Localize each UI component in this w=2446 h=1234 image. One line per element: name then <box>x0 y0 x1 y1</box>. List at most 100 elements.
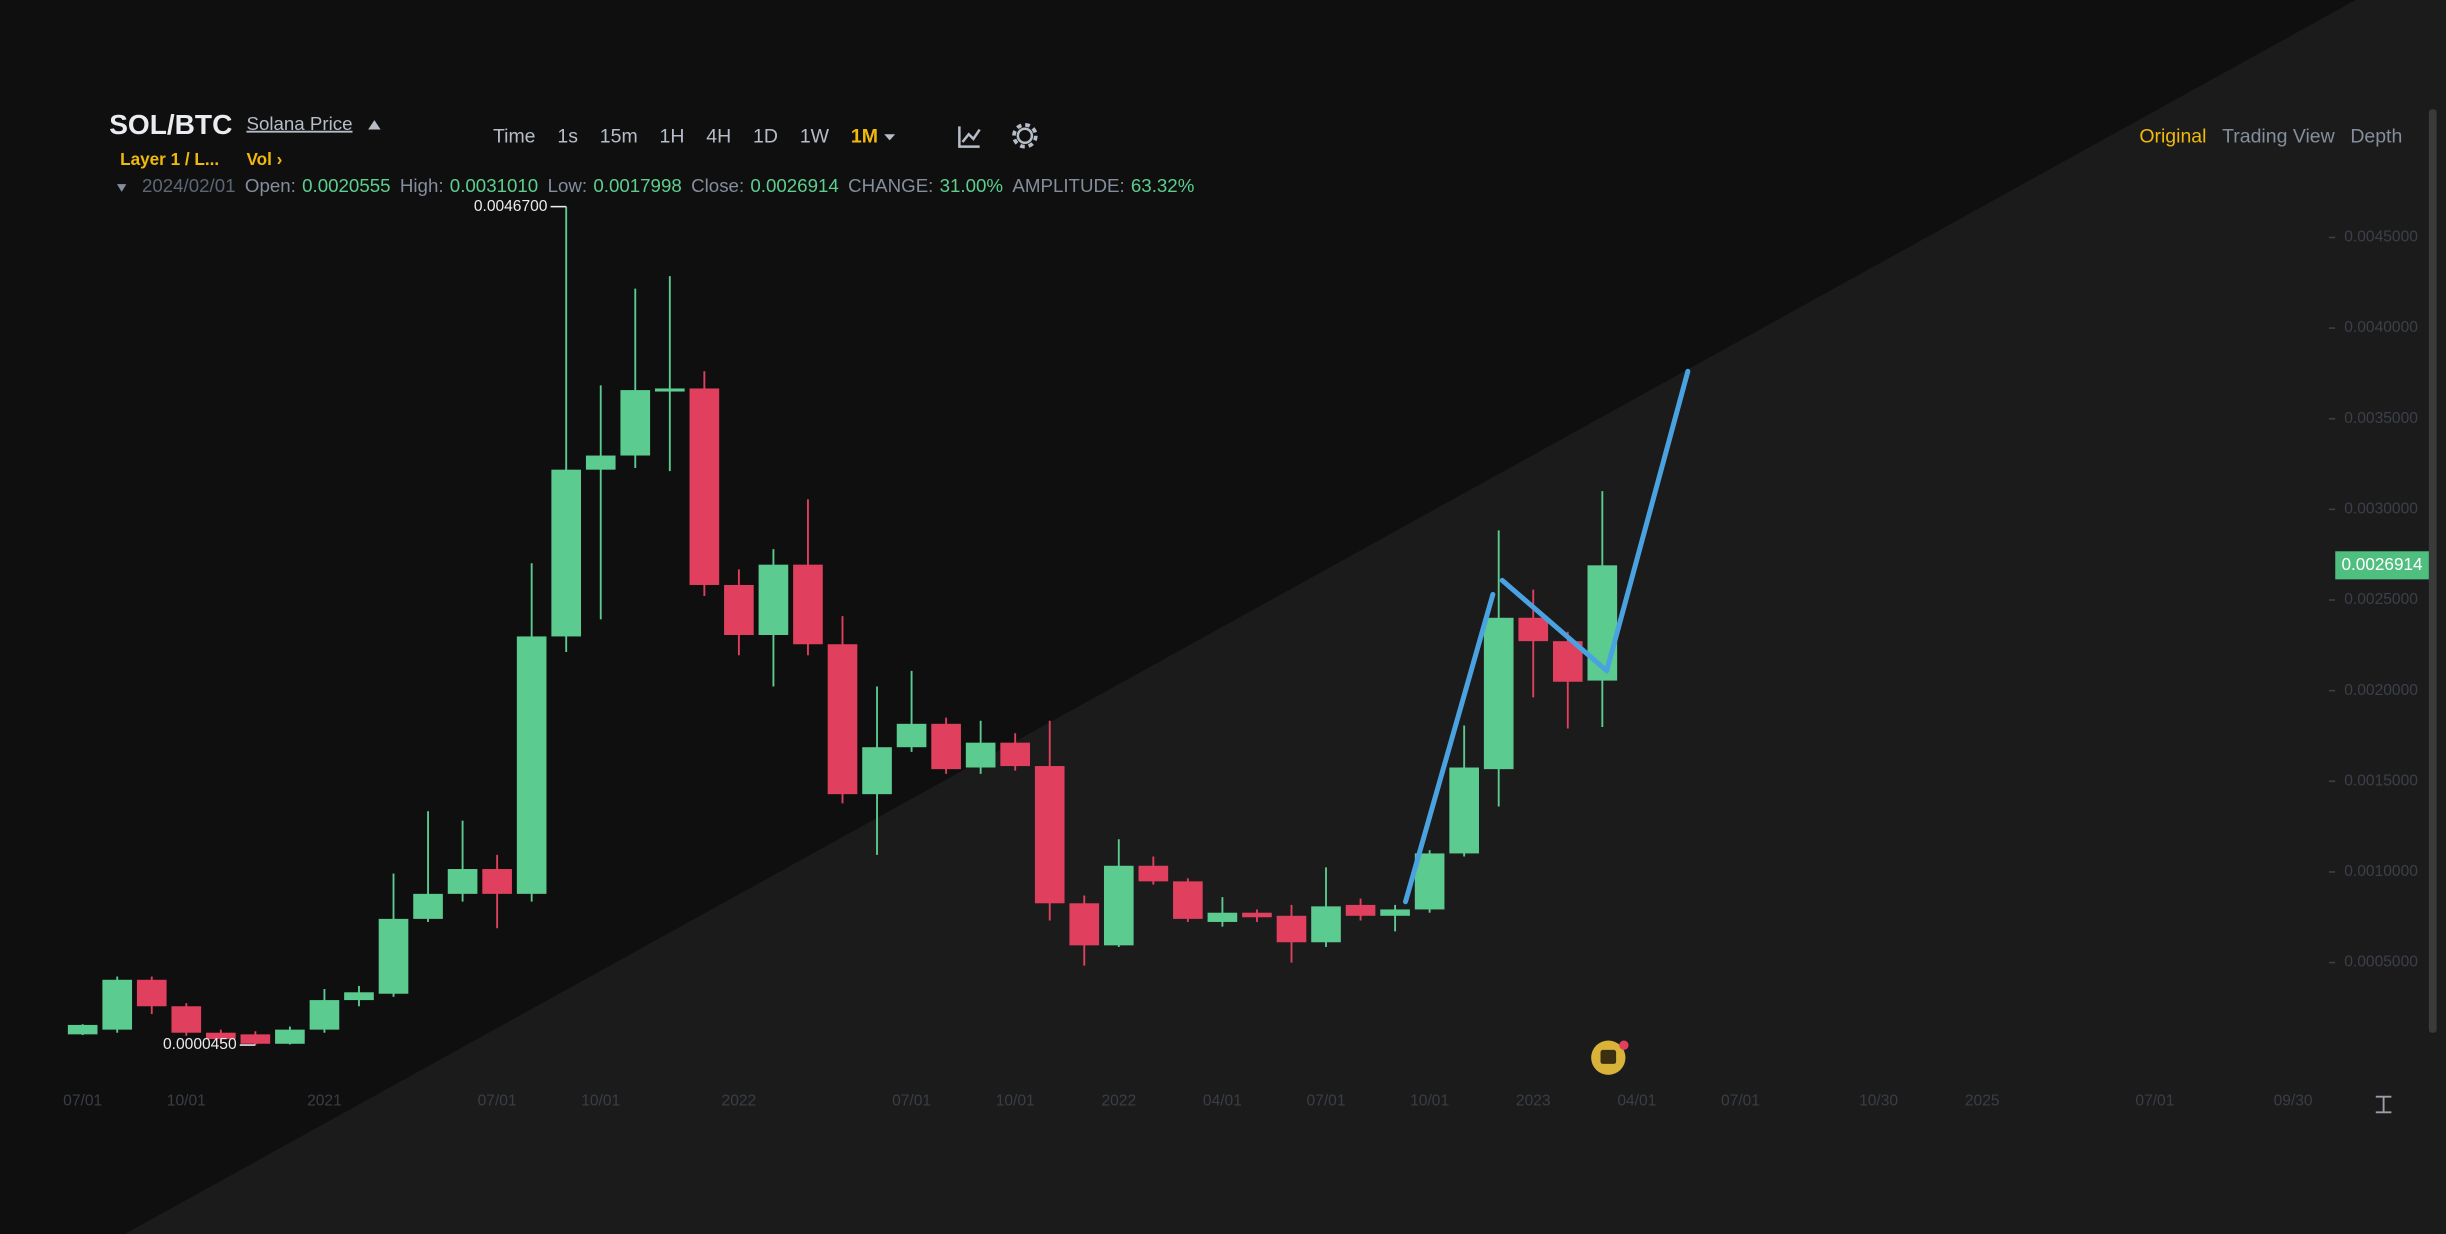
candle-body <box>862 747 892 795</box>
interval-button[interactable]: 1M <box>851 125 878 147</box>
settings-icon[interactable] <box>1016 127 1034 145</box>
x-tick-label: 04/01 <box>1203 1092 1242 1109</box>
candle-body <box>758 564 789 635</box>
tag[interactable]: Layer 1 / L... <box>120 149 219 169</box>
interval-button[interactable]: Time <box>493 125 536 147</box>
view-tab[interactable]: Depth <box>2350 125 2402 147</box>
candle-body <box>1034 766 1065 904</box>
candle-body <box>551 469 582 637</box>
candle-body <box>1345 904 1376 916</box>
last-price-tag <box>2335 551 2429 580</box>
candle-body <box>827 644 858 795</box>
candle-body <box>1518 617 1549 642</box>
x-tick-label: 10/01 <box>581 1092 620 1109</box>
info-value: 0.0026914 <box>750 175 838 196</box>
x-tick-label: 10/01 <box>167 1092 206 1109</box>
candle-body <box>482 869 512 894</box>
annotation-label: 0.0000450 <box>163 1036 237 1053</box>
candle-body <box>275 1029 305 1044</box>
info-label: High: <box>400 175 444 196</box>
y-tick-label: 0.0015000 <box>2344 772 2418 789</box>
y-tick-label: 0.0010000 <box>2344 863 2418 880</box>
pair-title: SOL/BTC <box>109 109 232 140</box>
trend-line <box>1499 368 1691 674</box>
x-tick-label: 07/01 <box>478 1092 517 1109</box>
event-badge <box>1619 1040 1629 1050</box>
collapse-icon[interactable] <box>368 120 381 130</box>
y-tick-label: 0.0035000 <box>2344 410 2418 427</box>
y-tick-label: 0.0025000 <box>2344 591 2418 608</box>
candle-body <box>1138 865 1169 882</box>
x-tick-label: 04/01 <box>1617 1092 1656 1109</box>
candle-body <box>171 1006 202 1033</box>
price-link[interactable]: Solana Price <box>246 113 352 134</box>
candle-body <box>240 1034 271 1044</box>
info-value: 0.0017998 <box>593 175 681 196</box>
candle-body <box>1069 903 1100 946</box>
x-tick-label: 2025 <box>1965 1092 2000 1109</box>
candle-body <box>67 1024 98 1035</box>
chart: 0.0005000 0.0010000 0.0015000 0.0020000 0.00… <box>63 198 2429 1109</box>
candle-body <box>724 584 754 635</box>
scale-handle[interactable] <box>2375 1095 2392 1114</box>
x-tick-label: 10/30 <box>1859 1092 1898 1109</box>
candle-body <box>206 1032 236 1040</box>
candle-body <box>1242 912 1272 918</box>
candle-body <box>1276 915 1307 943</box>
info-label: AMPLITUDE: <box>1012 175 1124 196</box>
info-value: 0.0031010 <box>450 175 538 196</box>
interval-button[interactable]: 1s <box>557 125 578 147</box>
tag[interactable]: Vol › <box>246 149 282 169</box>
candle-body <box>620 390 651 456</box>
view-tab[interactable]: Original <box>2139 125 2206 147</box>
candle-body <box>516 636 547 894</box>
info-date: 2024/02/01 <box>142 175 236 196</box>
x-tick-label: 09/30 <box>2274 1092 2313 1109</box>
candle-body <box>1587 565 1618 681</box>
candle-body <box>1449 767 1479 854</box>
candle-body <box>1173 881 1203 919</box>
candle-body <box>654 388 685 392</box>
info-label: Low: <box>548 175 588 196</box>
candle-body <box>1207 912 1238 922</box>
background-shade <box>124 0 2446 1234</box>
interval-button[interactable]: 1W <box>800 125 830 147</box>
y-tick-label: 0.0040000 <box>2344 319 2418 336</box>
candle-body <box>585 455 616 470</box>
candle-body <box>309 1000 340 1030</box>
y-tick-label: 0.0020000 <box>2344 682 2418 699</box>
indicator-icon[interactable] <box>958 126 981 148</box>
candle-body <box>896 723 927 748</box>
candle-body <box>413 893 443 919</box>
info-value: 0.0020555 <box>302 175 390 196</box>
trend-line <box>1403 591 1496 905</box>
x-tick-label: 2022 <box>722 1092 757 1109</box>
drawing-lines <box>1403 368 1691 905</box>
view-tab[interactable]: Trading View <box>2222 125 2336 147</box>
scrollbar[interactable] <box>2428 109 2437 1033</box>
x-tick-label: 2021 <box>307 1092 342 1109</box>
candle-body <box>1483 617 1514 770</box>
candle-body <box>1380 909 1410 916</box>
interval-button[interactable]: 1D <box>753 125 778 147</box>
candle-body <box>1311 906 1341 943</box>
x-tick-label: 07/01 <box>2135 1092 2174 1109</box>
interval-button[interactable]: 1H <box>660 125 685 147</box>
info-value: 63.32% <box>1131 175 1194 196</box>
info-label: CHANGE: <box>848 175 933 196</box>
info-toggle[interactable] <box>116 184 127 192</box>
info-value: 31.00% <box>940 175 1003 196</box>
candle-body <box>689 388 720 585</box>
candle-body <box>931 723 961 770</box>
interval-menu[interactable] <box>884 134 896 141</box>
interval-button[interactable]: 4H <box>706 125 731 147</box>
interval-toolbar: Time 1s 15m 1H 4H 1D 1W 1M <box>493 125 896 147</box>
x-tick-label: 10/01 <box>996 1092 1035 1109</box>
ohlc-info: 2024/02/01 Open: 0.0020555 High: 0.0031010 Lo… <box>142 175 1194 196</box>
interval-button[interactable]: 15m <box>600 125 638 147</box>
y-tick-label: 0.0005000 <box>2344 954 2418 971</box>
x-tick-label: 2022 <box>1101 1092 1136 1109</box>
candle-body <box>1103 865 1134 946</box>
